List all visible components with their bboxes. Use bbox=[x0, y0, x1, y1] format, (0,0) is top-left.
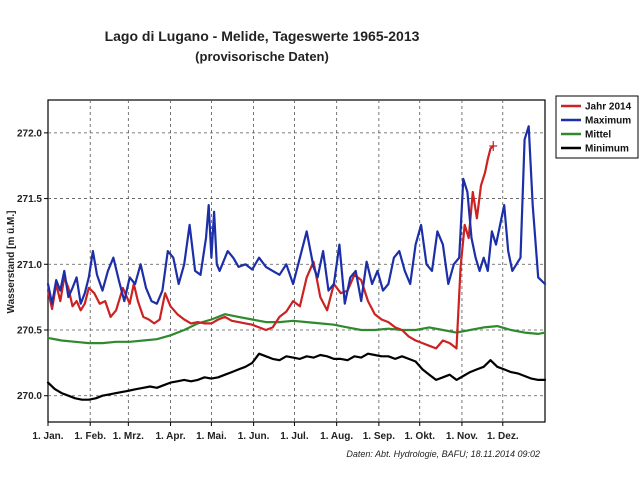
series-lines bbox=[46, 125, 547, 401]
x-tick-label: 1. Jul. bbox=[280, 431, 309, 442]
series-line-maximum bbox=[46, 125, 547, 305]
x-axis-ticks: 1. Jan. 1. Feb. 1. Mrz. 1. Apr. 1. Mai. 1. Ju… bbox=[32, 422, 519, 442]
series-line-mittel bbox=[46, 313, 547, 345]
x-tick-label: 1. Nov. bbox=[446, 431, 478, 442]
x-tick-label: 1. Apr. bbox=[155, 431, 185, 442]
y-tick-label: 271.0 bbox=[17, 260, 42, 271]
x-tick-label: 1. Jun. bbox=[238, 431, 270, 442]
legend-label: Maximum bbox=[585, 116, 631, 127]
x-tick-label: 1. Dez. bbox=[487, 431, 519, 442]
x-tick-label: 1. Feb. bbox=[74, 431, 106, 442]
chart-legend: Jahr 2014 Maximum Mittel Minimum bbox=[555, 95, 639, 159]
chart-title: Lago di Lugano - Melide, Tageswerte 1965… bbox=[105, 28, 420, 44]
x-tick-label: 1. Sep. bbox=[363, 431, 395, 442]
data-source-note: Daten: Abt. Hydrologie, BAFU; 18.11.2014… bbox=[346, 449, 540, 459]
legend-label: Mittel bbox=[585, 130, 611, 141]
x-tick-label: 1. Mrz. bbox=[113, 431, 144, 442]
legend-label: Minimum bbox=[585, 144, 629, 155]
series-line-minimum bbox=[46, 352, 547, 401]
plot-border bbox=[47, 99, 546, 423]
y-tick-label: 270.0 bbox=[17, 391, 42, 402]
x-tick-label: 1. Jan. bbox=[32, 431, 63, 442]
chart-subtitle: (provisorische Daten) bbox=[195, 49, 329, 64]
x-tick-label: 1. Mai. bbox=[196, 431, 227, 442]
x-tick-label: 1. Aug. bbox=[320, 431, 353, 442]
y-tick-label: 271.5 bbox=[17, 194, 42, 205]
plot-area bbox=[47, 99, 546, 423]
x-tick-label: 1. Okt. bbox=[404, 431, 435, 442]
y-axis-label: Wasserstand [m ü.M.] bbox=[6, 211, 17, 314]
y-axis-ticks: 270.0 270.5 271.0 271.5 272.0 bbox=[17, 128, 48, 402]
series-line-jahr-2014 bbox=[46, 144, 495, 350]
y-tick-label: 272.0 bbox=[17, 128, 42, 139]
legend-label: Jahr 2014 bbox=[585, 102, 632, 113]
y-tick-label: 270.5 bbox=[17, 326, 42, 337]
